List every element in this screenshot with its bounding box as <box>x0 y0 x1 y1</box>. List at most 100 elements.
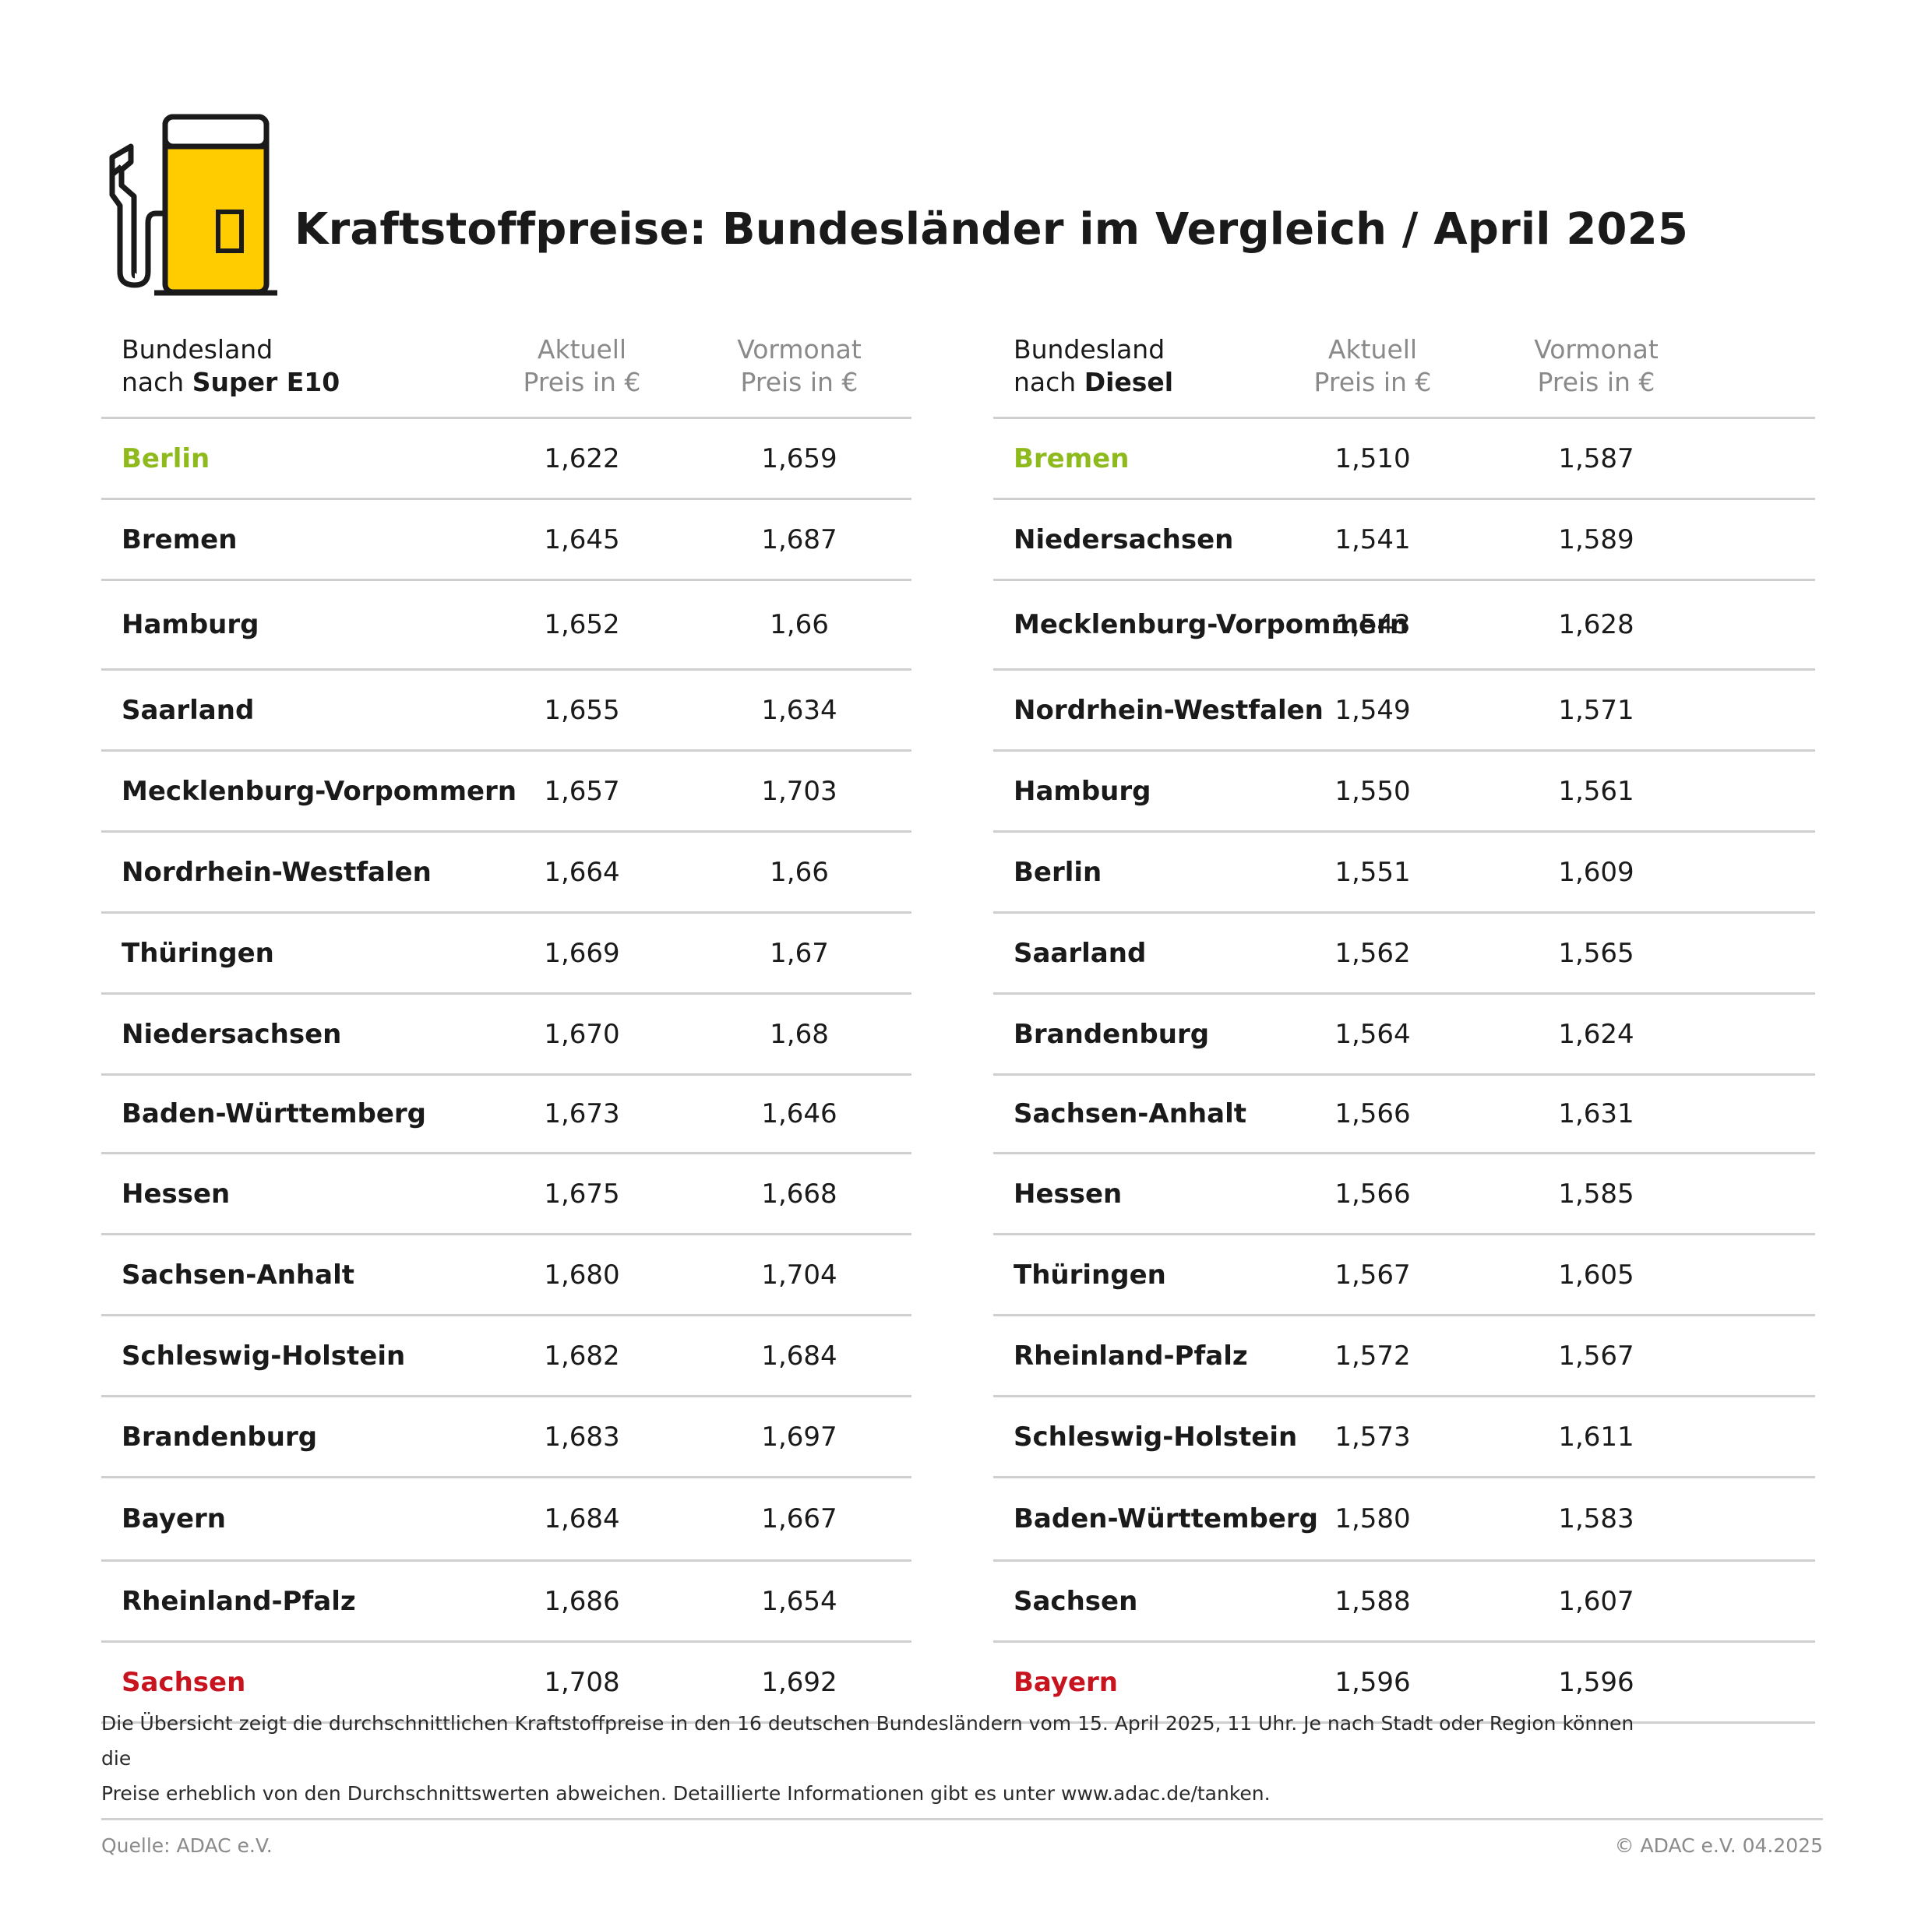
bundesland-cell: Sachsen <box>122 1666 246 1698</box>
vormonat-price-cell: 1,631 <box>1558 1098 1634 1129</box>
aktuell-price-cell: 1,567 <box>1334 1259 1411 1291</box>
aktuell-price-cell: 1,510 <box>1334 442 1411 474</box>
aktuell-price-cell: 1,596 <box>1334 1666 1411 1698</box>
table-row: Nordrhein-Westfalen 1,664 1,66 <box>101 833 911 914</box>
table-row: Niedersachsen 1,541 1,589 <box>993 500 1815 581</box>
vormonat-price-cell: 1,704 <box>761 1259 837 1291</box>
header-vormonat-line2: Preis in € <box>1537 367 1655 397</box>
aktuell-price-cell: 1,652 <box>544 609 620 640</box>
vormonat-price-cell: 1,654 <box>761 1585 837 1617</box>
bundesland-cell: Berlin <box>122 442 210 474</box>
bundesland-cell: Rheinland-Pfalz <box>1014 1340 1248 1372</box>
table-row: Sachsen-Anhalt 1,680 1,704 <box>101 1235 911 1316</box>
header-aktuell-line1: Aktuell <box>1327 334 1418 365</box>
bundesland-cell: Baden-Württemberg <box>1014 1503 1319 1534</box>
copyright-label: © ADAC e.V. 04.2025 <box>1614 1834 1823 1857</box>
aktuell-price-cell: 1,655 <box>544 694 620 726</box>
bundesland-cell: Nordrhein-Westfalen <box>1014 694 1324 726</box>
table-row: Hamburg 1,652 1,66 <box>101 581 911 671</box>
vormonat-price-cell: 1,596 <box>1558 1666 1634 1698</box>
bundesland-cell: Schleswig-Holstein <box>1014 1421 1298 1453</box>
header-aktuell: Aktuell Preis in € <box>481 333 683 399</box>
header-vormonat: Vormonat Preis in € <box>1495 333 1698 399</box>
aktuell-price-cell: 1,573 <box>1334 1421 1411 1453</box>
bundesland-cell: Thüringen <box>122 937 274 969</box>
table-row: Saarland 1,562 1,565 <box>993 914 1815 995</box>
vormonat-price-cell: 1,607 <box>1558 1585 1634 1617</box>
bundesland-cell: Brandenburg <box>1014 1018 1210 1050</box>
table-row: Bayern 1,596 1,596 <box>993 1643 1815 1724</box>
fuel-pump-icon <box>109 114 277 296</box>
header-name-line1: Bundesland <box>122 334 273 365</box>
bundesland-cell: Mecklenburg-Vorpommern <box>122 775 517 807</box>
table-body: Bremen 1,510 1,587 Niedersachsen 1,541 1,589 M… <box>993 419 1815 1724</box>
vormonat-price-cell: 1,561 <box>1558 775 1634 807</box>
vormonat-price-cell: 1,703 <box>761 775 837 807</box>
aktuell-price-cell: 1,562 <box>1334 937 1411 969</box>
header-aktuell-line1: Aktuell <box>537 334 627 365</box>
vormonat-price-cell: 1,587 <box>1558 442 1634 474</box>
table-row: Baden-Württemberg 1,673 1,646 <box>101 1076 911 1154</box>
bundesland-cell: Hessen <box>1014 1178 1123 1210</box>
table-row: Hessen 1,566 1,585 <box>993 1154 1815 1235</box>
aktuell-price-cell: 1,684 <box>544 1503 620 1534</box>
aktuell-price-cell: 1,682 <box>544 1340 620 1372</box>
aktuell-price-cell: 1,708 <box>544 1666 620 1698</box>
aktuell-price-cell: 1,551 <box>1334 856 1411 888</box>
table-row: Bayern 1,684 1,667 <box>101 1478 911 1562</box>
header-aktuell-line2: Preis in € <box>523 367 641 397</box>
aktuell-price-cell: 1,566 <box>1334 1098 1411 1129</box>
vormonat-price-cell: 1,659 <box>761 442 837 474</box>
header-aktuell-line2: Preis in € <box>1313 367 1432 397</box>
vormonat-price-cell: 1,605 <box>1558 1259 1634 1291</box>
table-row: Sachsen 1,588 1,607 <box>993 1562 1815 1643</box>
aktuell-price-cell: 1,675 <box>544 1178 620 1210</box>
vormonat-price-cell: 1,567 <box>1558 1340 1634 1372</box>
header-name-prefix: nach <box>1014 367 1084 397</box>
table-body: Berlin 1,622 1,659 Bremen 1,645 1,687 Hamburg 1… <box>101 419 911 1724</box>
table-row: Schleswig-Holstein 1,682 1,684 <box>101 1316 911 1397</box>
aktuell-price-cell: 1,686 <box>544 1585 620 1617</box>
aktuell-price-cell: 1,683 <box>544 1421 620 1453</box>
vormonat-price-cell: 1,585 <box>1558 1178 1634 1210</box>
aktuell-price-cell: 1,572 <box>1334 1340 1411 1372</box>
bundesland-cell: Sachsen <box>1014 1585 1138 1617</box>
vormonat-price-cell: 1,66 <box>770 609 829 640</box>
aktuell-price-cell: 1,588 <box>1334 1585 1411 1617</box>
bundesland-cell: Bremen <box>1014 442 1130 474</box>
table-row: Schleswig-Holstein 1,573 1,611 <box>993 1397 1815 1478</box>
aktuell-price-cell: 1,566 <box>1334 1178 1411 1210</box>
table-row: Rheinland-Pfalz 1,686 1,654 <box>101 1562 911 1643</box>
header-bundesland: Bundesland nach Super E10 <box>122 333 340 399</box>
aktuell-price-cell: 1,622 <box>544 442 620 474</box>
table-row: Sachsen-Anhalt 1,566 1,631 <box>993 1076 1815 1154</box>
table-header: Bundesland nach Super E10 Aktuell Preis … <box>101 327 911 419</box>
bundesland-cell: Hamburg <box>122 609 259 640</box>
table-row: Brandenburg 1,683 1,697 <box>101 1397 911 1478</box>
header-vormonat-line2: Preis in € <box>740 367 858 397</box>
super-e10-table: Bundesland nach Super E10 Aktuell Preis … <box>101 327 911 1724</box>
table-row: Hamburg 1,550 1,561 <box>993 752 1815 833</box>
footnote: Die Übersicht zeigt die durchschnittlich… <box>101 1706 1659 1811</box>
aktuell-price-cell: 1,673 <box>544 1098 620 1129</box>
bundesland-cell: Mecklenburg-Vorpommern <box>1014 609 1409 640</box>
aktuell-price-cell: 1,664 <box>544 856 620 888</box>
aktuell-price-cell: 1,670 <box>544 1018 620 1050</box>
table-row: Sachsen 1,708 1,692 <box>101 1643 911 1724</box>
bundesland-cell: Bayern <box>1014 1666 1119 1698</box>
table-row: Berlin 1,622 1,659 <box>101 419 911 500</box>
header-aktuell: Aktuell Preis in € <box>1271 333 1474 399</box>
table-row: Nordrhein-Westfalen 1,549 1,571 <box>993 671 1815 752</box>
bundesland-cell: Schleswig-Holstein <box>122 1340 406 1372</box>
vormonat-price-cell: 1,68 <box>770 1018 829 1050</box>
table-row: Brandenburg 1,564 1,624 <box>993 995 1815 1076</box>
vormonat-price-cell: 1,628 <box>1558 609 1634 640</box>
vormonat-price-cell: 1,687 <box>761 523 837 555</box>
vormonat-price-cell: 1,583 <box>1558 1503 1634 1534</box>
bundesland-cell: Berlin <box>1014 856 1102 888</box>
table-row: Bremen 1,510 1,587 <box>993 419 1815 500</box>
header-fuel-type: Diesel <box>1084 367 1174 397</box>
aktuell-price-cell: 1,541 <box>1334 523 1411 555</box>
table-row: Niedersachsen 1,670 1,68 <box>101 995 911 1076</box>
vormonat-price-cell: 1,697 <box>761 1421 837 1453</box>
